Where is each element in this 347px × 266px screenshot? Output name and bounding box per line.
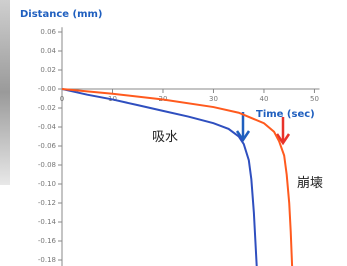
- annotation: 吸水: [152, 130, 178, 145]
- y-tick-label: 0.02: [40, 66, 56, 74]
- y-tick-label: -0.06: [38, 142, 57, 150]
- y-tick-label: -0.16: [38, 237, 57, 245]
- y-tick-label: -0.04: [38, 123, 57, 131]
- x-tick-label: 40: [259, 95, 268, 103]
- y-tick-label: -0.14: [38, 218, 57, 226]
- y-tick-label: 0.04: [40, 47, 56, 55]
- y-tick-label: -0.08: [38, 161, 56, 169]
- x-tick-label: 0: [60, 95, 64, 103]
- y-tick-label: -0.02: [38, 104, 56, 112]
- y-tick-label: -0.00: [38, 85, 56, 93]
- chart: Distance (mm) Time (sec) 吸水 崩壊 0.06 0.04 0…: [0, 0, 347, 266]
- y-tick-label: -0.12: [38, 199, 56, 207]
- y-tick-label: -0.10: [38, 180, 56, 188]
- line-series: [62, 89, 257, 266]
- x-tick-label: 30: [209, 95, 218, 103]
- x-tick-label: 50: [310, 95, 319, 103]
- chart-title: Distance (mm): [20, 9, 103, 20]
- photo-strip: [0, 0, 10, 185]
- y-tick-label: 0.06: [40, 28, 56, 36]
- annotation: 崩壊: [297, 176, 323, 191]
- y-tick-label: -0.18: [38, 256, 56, 264]
- x-axis-label: Time (sec): [256, 109, 315, 120]
